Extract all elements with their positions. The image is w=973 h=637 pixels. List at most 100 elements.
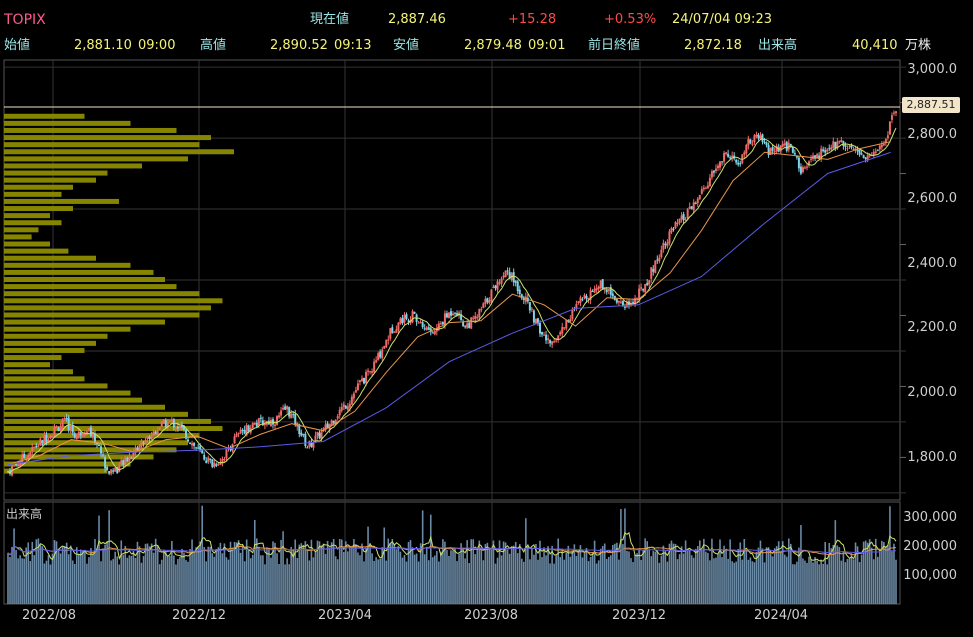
candle-body — [488, 300, 491, 304]
candle-body — [425, 327, 428, 331]
candle-body — [237, 432, 240, 434]
candle-body — [203, 454, 206, 460]
candle-body — [636, 297, 639, 299]
candle-body — [263, 423, 266, 426]
candle-body — [534, 318, 537, 324]
candle-body — [445, 313, 448, 318]
candle-body — [579, 297, 582, 303]
candle-body — [243, 429, 246, 434]
candle-body — [803, 167, 806, 169]
candle-body — [502, 275, 505, 278]
candle-body — [591, 291, 594, 293]
candle-body — [719, 161, 722, 168]
candle-body — [569, 319, 572, 322]
candle-body — [698, 194, 701, 200]
candle-body — [211, 459, 214, 467]
candle-body — [820, 148, 823, 160]
candle-body — [723, 153, 726, 162]
candle-body — [182, 425, 185, 430]
candle-body — [391, 327, 394, 334]
candle-body — [253, 422, 256, 425]
candle-body — [822, 149, 825, 152]
x-tick-2023-08: 2023/08 — [464, 608, 519, 623]
candle-body — [215, 464, 218, 467]
candle-body — [838, 140, 841, 143]
candle-body — [419, 322, 422, 324]
x-tick-2023-12: 2023/12 — [612, 608, 667, 623]
candle-body — [874, 151, 877, 153]
candle-body — [73, 433, 76, 438]
volume-ma-long-line — [7, 545, 897, 556]
candle-body — [506, 270, 509, 272]
candle-body — [114, 467, 117, 472]
candle-body — [632, 301, 635, 303]
candle-body — [895, 111, 897, 114]
candle-body — [389, 328, 392, 339]
candle-body — [439, 323, 442, 325]
candle-body — [464, 326, 467, 328]
volume-profile-bar — [4, 177, 96, 183]
candle-body — [690, 206, 693, 209]
candle-body — [625, 301, 628, 307]
candle-body — [638, 288, 641, 300]
ma-short-line — [7, 127, 897, 474]
candle-body — [668, 231, 671, 244]
candle-body — [57, 427, 60, 432]
candle-body — [344, 405, 347, 409]
candle-body — [834, 141, 837, 149]
candle-body — [844, 145, 847, 147]
candle-body — [102, 454, 105, 456]
volume-profile-bar — [4, 113, 85, 119]
quote-header: TOPIX 現在値 2,887.46 +15.28 +0.53% 24/07/0… — [0, 0, 973, 60]
candle-body — [814, 155, 817, 159]
ma-long-line — [7, 151, 891, 465]
x-tick-2022-12: 2022/12 — [172, 608, 227, 623]
volume-profile-bar — [4, 468, 108, 474]
candle-body — [530, 308, 533, 310]
volume-profile-bar — [4, 163, 142, 169]
candle-body — [356, 383, 359, 390]
candle-body — [791, 146, 794, 153]
candle-body — [761, 134, 764, 142]
candle-body — [704, 187, 707, 189]
candle-body — [650, 267, 653, 279]
candle-body — [81, 433, 84, 436]
symbol-name[interactable]: TOPIX — [4, 12, 46, 28]
candle-body — [549, 340, 552, 344]
candle-body — [375, 360, 378, 363]
candle-body — [282, 407, 285, 410]
candle-body — [682, 213, 685, 221]
candle-body — [858, 150, 861, 155]
candle-body — [512, 272, 515, 283]
volume-profile-bar — [4, 383, 108, 389]
candle-body — [286, 406, 289, 410]
candle-body — [369, 371, 372, 373]
candle-body — [864, 157, 867, 159]
change-pct: +0.53% — [604, 12, 657, 27]
candle-body — [160, 421, 163, 427]
volume-profile-bar — [4, 255, 96, 261]
candle-body — [601, 279, 604, 289]
candle-body — [757, 134, 760, 139]
candle-body — [387, 339, 390, 341]
candle-body — [405, 314, 408, 319]
candle-body — [696, 198, 699, 204]
volume-profile-bar — [4, 454, 154, 460]
candle-body — [654, 260, 657, 273]
candle-body — [850, 144, 853, 148]
candle-body — [714, 168, 717, 172]
candle-body — [180, 424, 183, 428]
candle-body — [441, 321, 444, 325]
candle-body — [801, 167, 804, 172]
candle-body — [300, 432, 303, 436]
candle-body — [866, 155, 869, 161]
candle-body — [231, 444, 234, 452]
candle-body — [755, 134, 758, 137]
candle-body — [213, 463, 216, 467]
candle-body — [644, 284, 647, 293]
prev-close-label: 前日終値 — [588, 38, 641, 53]
candle-body — [401, 317, 404, 324]
candle-body — [553, 341, 556, 343]
candle-body — [765, 142, 768, 146]
